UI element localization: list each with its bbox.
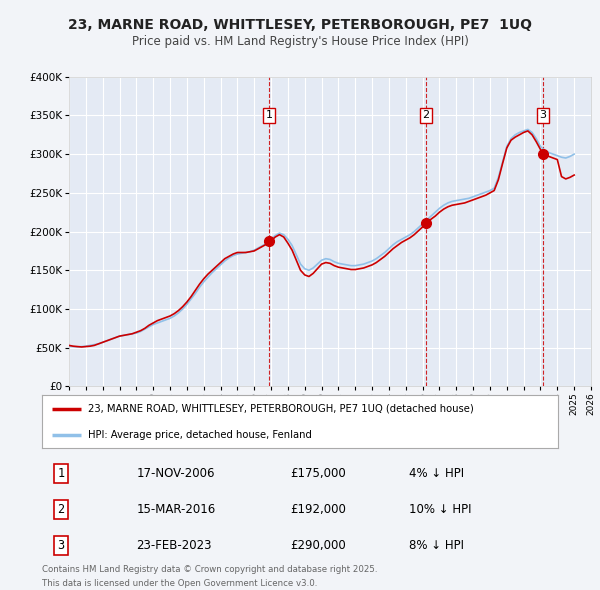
Text: 2: 2 (422, 110, 430, 120)
Text: 23, MARNE ROAD, WHITTLESEY, PETERBOROUGH, PE7 1UQ (detached house): 23, MARNE ROAD, WHITTLESEY, PETERBOROUGH… (88, 404, 474, 414)
Text: £290,000: £290,000 (290, 539, 346, 552)
Text: 1: 1 (58, 467, 64, 480)
Text: HPI: Average price, detached house, Fenland: HPI: Average price, detached house, Fenl… (88, 430, 313, 440)
Text: 3: 3 (539, 110, 547, 120)
Text: 1: 1 (266, 110, 272, 120)
Text: Contains HM Land Registry data © Crown copyright and database right 2025.: Contains HM Land Registry data © Crown c… (42, 565, 377, 574)
Text: 23, MARNE ROAD, WHITTLESEY, PETERBOROUGH, PE7  1UQ: 23, MARNE ROAD, WHITTLESEY, PETERBOROUGH… (68, 18, 532, 32)
Text: 2: 2 (58, 503, 64, 516)
Text: This data is licensed under the Open Government Licence v3.0.: This data is licensed under the Open Gov… (42, 579, 317, 588)
Text: 3: 3 (58, 539, 64, 552)
Text: 10% ↓ HPI: 10% ↓ HPI (409, 503, 472, 516)
Text: 17-NOV-2006: 17-NOV-2006 (137, 467, 215, 480)
Text: 15-MAR-2016: 15-MAR-2016 (137, 503, 216, 516)
Text: 8% ↓ HPI: 8% ↓ HPI (409, 539, 464, 552)
Text: £192,000: £192,000 (290, 503, 346, 516)
Text: £175,000: £175,000 (290, 467, 346, 480)
Text: 23-FEB-2023: 23-FEB-2023 (137, 539, 212, 552)
Text: Price paid vs. HM Land Registry's House Price Index (HPI): Price paid vs. HM Land Registry's House … (131, 35, 469, 48)
Text: 4% ↓ HPI: 4% ↓ HPI (409, 467, 464, 480)
